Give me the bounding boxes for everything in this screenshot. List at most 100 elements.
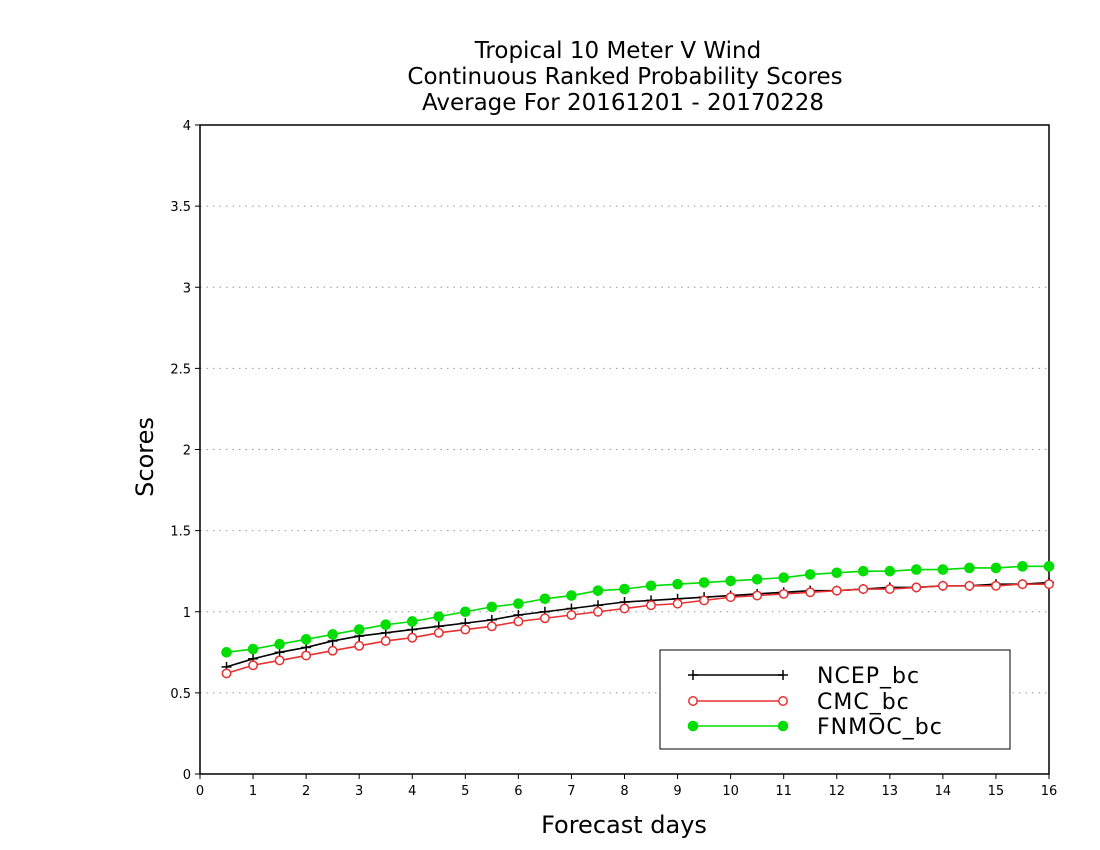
data-point-cmc-bc: [407, 632, 418, 643]
data-point-fnmoc-bc: [406, 616, 418, 627]
legend-marker: [687, 720, 699, 732]
series-cmc-bc: [221, 579, 1054, 679]
data-point-fnmoc-bc: [433, 611, 445, 622]
data-point-fnmoc-bc: [566, 590, 577, 601]
legend-box: [659, 649, 1011, 750]
data-point-cmc-bc: [1017, 579, 1028, 590]
data-point-fnmoc-bc: [778, 572, 789, 583]
data-point-fnmoc-bc: [247, 643, 259, 655]
data-point-fnmoc-bc: [300, 634, 312, 645]
x-tick-label: 16: [1041, 784, 1058, 799]
x-tick-label: 13: [882, 784, 899, 799]
data-point-fnmoc-bc: [990, 562, 1002, 574]
data-point-cmc-bc: [725, 592, 736, 603]
data-point-cmc-bc: [354, 640, 365, 651]
data-point-cmc-bc: [619, 603, 630, 614]
data-point-cmc-bc: [805, 587, 816, 598]
data-point-cmc-bc: [327, 645, 338, 656]
data-point-cmc-bc: [699, 595, 710, 606]
data-point-fnmoc-bc: [857, 565, 869, 577]
y-tick-label: 2: [183, 444, 191, 459]
x-tick-label: 14: [935, 784, 952, 799]
legend-item-fnmoc-bc: FNMOC_bc: [687, 715, 942, 740]
data-point-cmc-bc: [752, 590, 763, 601]
data-point-fnmoc-bc: [513, 598, 524, 609]
data-point-fnmoc-bc: [911, 564, 922, 575]
legend-label: CMC_bc: [817, 690, 910, 715]
data-point-fnmoc-bc: [460, 606, 471, 618]
data-point-cmc-bc: [566, 610, 577, 620]
x-tick-label: 9: [673, 784, 681, 799]
data-point-cmc-bc: [672, 598, 683, 609]
chart-title: Tropical 10 Meter V Wind Continuous Rank…: [407, 38, 842, 116]
y-axis: 0 0.5 1 1.5 2 2.5 3 3.5 4: [170, 119, 200, 783]
data-point-fnmoc-bc: [725, 575, 736, 587]
x-tick-label: 11: [775, 784, 792, 799]
data-point-fnmoc-bc: [698, 577, 710, 588]
data-point-fnmoc-bc: [1043, 561, 1055, 572]
data-point-fnmoc-bc: [937, 564, 949, 575]
data-point-cmc-bc: [990, 580, 1001, 591]
legend-marker: [778, 670, 788, 680]
data-point-cmc-bc: [858, 584, 869, 594]
chart-title-line-2: Continuous Ranked Probability Scores: [407, 64, 842, 90]
data-point-cmc-bc: [778, 588, 789, 599]
data-point-fnmoc-bc: [804, 569, 816, 580]
data-point-cmc-bc: [646, 600, 656, 611]
data-point-fnmoc-bc: [274, 638, 285, 650]
chart-title-line-1: Tropical 10 Meter V Wind: [474, 38, 761, 64]
data-point-fnmoc-bc: [1017, 561, 1028, 572]
data-point-cmc-bc: [460, 624, 471, 635]
data-point-cmc-bc: [248, 660, 259, 671]
legend-marker: [777, 720, 789, 732]
data-point-cmc-bc: [964, 580, 975, 591]
x-tick-label: 8: [620, 784, 628, 799]
data-point-fnmoc-bc: [964, 562, 975, 574]
x-tick-label: 5: [461, 784, 469, 799]
data-point-cmc-bc: [911, 582, 922, 593]
x-tick-label: 0: [196, 784, 204, 799]
legend-marker: [778, 696, 788, 706]
x-tick-label: 7: [567, 784, 575, 799]
y-tick-label: 3: [183, 281, 191, 296]
data-point-fnmoc-bc: [619, 583, 630, 595]
x-tick-label: 4: [408, 784, 416, 799]
data-point-fnmoc-bc: [380, 619, 392, 631]
y-tick-label: 3.5: [170, 200, 191, 215]
x-tick-label: 3: [355, 784, 363, 799]
x-tick-label: 2: [302, 784, 310, 799]
y-tick-label: 0.5: [170, 687, 191, 702]
data-point-cmc-bc: [274, 655, 285, 666]
y-axis-label: Scores: [131, 417, 159, 497]
x-tick-label: 10: [722, 784, 739, 799]
data-point-cmc-bc: [380, 636, 391, 646]
data-point-cmc-bc: [301, 650, 312, 661]
data-point-cmc-bc: [486, 621, 497, 632]
y-tick-label: 2.5: [170, 362, 191, 377]
y-tick-label: 1.5: [170, 525, 191, 540]
data-point-cmc-bc: [433, 627, 444, 638]
legend-item-ncep-bc: NCEP_bc: [688, 664, 919, 689]
x-axis: 0 1 2 3 4 5 6 7 8 9 10 11 12 13 14 15 16: [196, 774, 1057, 799]
y-tick-label: 1: [183, 606, 191, 621]
x-tick-label: 12: [828, 784, 845, 799]
data-point-fnmoc-bc: [353, 624, 365, 635]
legend-item-cmc-bc: CMC_bc: [688, 690, 910, 715]
series-fnmoc-bc: [221, 561, 1055, 658]
data-point-fnmoc-bc: [751, 574, 763, 585]
legend-marker: [688, 696, 698, 706]
x-tick-label: 1: [249, 784, 257, 799]
data-point-fnmoc-bc: [645, 580, 657, 592]
series-line-fnmoc-bc: [226, 565, 1049, 654]
legend-marker: [688, 670, 698, 680]
data-point-fnmoc-bc: [592, 585, 604, 596]
data-point-cmc-bc: [831, 585, 842, 596]
data-point-cmc-bc: [513, 616, 524, 627]
data-point-fnmoc-bc: [327, 629, 338, 640]
x-tick-label: 15: [988, 784, 1005, 799]
data-point-cmc-bc: [884, 584, 895, 594]
series-layer: [221, 561, 1055, 679]
data-point-cmc-bc: [539, 613, 550, 624]
